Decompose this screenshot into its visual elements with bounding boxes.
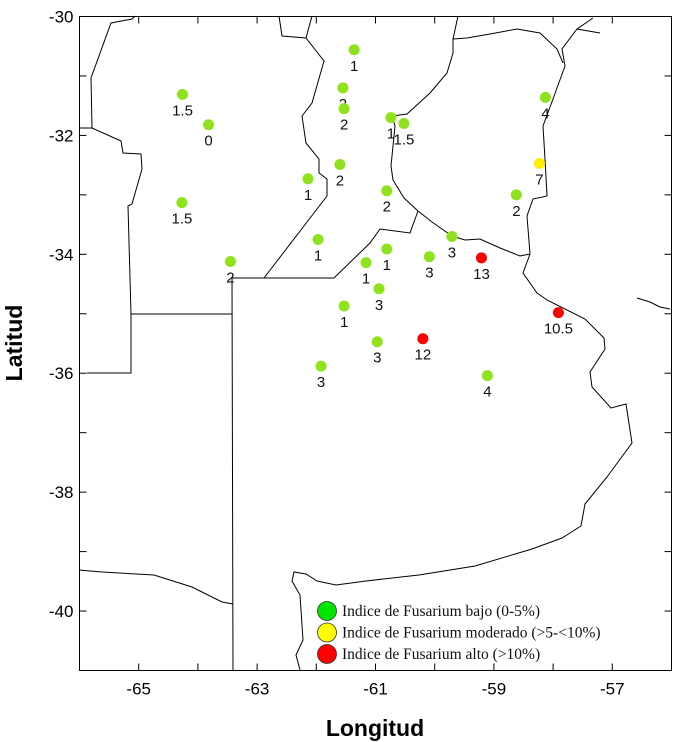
data-point-label: 12 — [415, 347, 432, 364]
data-point-label: 1.5 — [171, 211, 192, 228]
border-line — [526, 17, 594, 255]
data-point-bajo — [302, 173, 314, 185]
border-line — [390, 15, 459, 212]
data-point-bajo — [510, 189, 522, 201]
data-point-label: 1 — [350, 58, 358, 75]
data-point-label: 1 — [314, 247, 322, 264]
data-point-label: 3 — [425, 265, 433, 282]
y-tick-label: -40 — [49, 602, 74, 621]
data-point-label: 3 — [375, 297, 383, 314]
data-point-label: 2 — [383, 199, 391, 216]
data-point-label: 13 — [473, 266, 490, 283]
data-point-moderado — [533, 157, 545, 169]
data-point-bajo — [224, 255, 236, 267]
data-point-bajo — [385, 112, 397, 124]
border-line — [305, 15, 313, 39]
y-tick-label: -38 — [49, 483, 74, 502]
y-tick-label: -30 — [49, 8, 74, 27]
y-tick-label: -36 — [49, 364, 74, 383]
data-point-label: 10.5 — [544, 321, 573, 338]
data-point-label: 1.5 — [172, 102, 193, 119]
legend-swatch-bajo — [317, 601, 337, 621]
y-tick-label: -32 — [49, 126, 74, 145]
border-line — [79, 127, 143, 374]
data-point-bajo — [348, 44, 360, 56]
border-line — [636, 297, 671, 310]
data-point-label: 1 — [340, 314, 348, 331]
data-point-bajo — [446, 230, 458, 242]
x-axis-title: Longitud — [326, 715, 424, 741]
x-tick-label: -61 — [363, 680, 388, 699]
data-point-alto — [552, 307, 564, 319]
data-point-bajo — [481, 370, 493, 382]
border-line — [231, 277, 234, 671]
data-point-bajo — [539, 91, 551, 103]
data-point-bajo — [338, 103, 350, 115]
data-point-bajo — [334, 159, 346, 171]
data-point-bajo — [337, 82, 349, 94]
province-borders — [78, 15, 671, 671]
legend: Indice de Fusarium bajo (0-5%) Indice de … — [317, 601, 601, 664]
data-point-label: 2 — [226, 269, 234, 286]
data-point-label: 1 — [387, 126, 395, 143]
axis-ticks: -65 -63 -61 -59 -57 -30 -32 -34 -36 -38 -40 — [49, 8, 672, 699]
data-point-label: 2 — [340, 117, 348, 134]
data-point-alto — [475, 252, 487, 264]
border-line — [417, 210, 531, 257]
data-point-bajo — [360, 257, 372, 269]
x-tick-label: -63 — [245, 680, 270, 699]
border-line — [576, 28, 601, 34]
data-point-bajo — [423, 251, 435, 263]
legend-label-bajo: Indice de Fusarium bajo (0-5%) — [342, 603, 540, 620]
border-line — [263, 15, 328, 279]
data-point-label: 2 — [512, 203, 520, 220]
data-point-bajo — [176, 197, 188, 209]
y-tick-label: -34 — [49, 245, 74, 264]
data-point-label: 1 — [383, 257, 391, 274]
data-point-alto — [417, 333, 429, 345]
y-axis-title: Latitud — [1, 305, 27, 382]
legend-swatch-alto — [317, 644, 337, 664]
data-point-bajo — [381, 185, 393, 197]
data-point-bajo — [177, 88, 189, 100]
x-tick-label: -59 — [482, 680, 507, 699]
border-line — [78, 569, 234, 605]
border-line — [232, 210, 419, 279]
data-point-bajo — [381, 243, 393, 255]
border-line — [452, 28, 564, 64]
x-tick-label: -65 — [126, 680, 151, 699]
data-point-bajo — [373, 283, 385, 295]
data-point-label: 2 — [336, 173, 344, 190]
data-point-bajo — [338, 300, 350, 312]
legend-label-moderado: Indice de Fusarium moderado (>5-<10%) — [342, 625, 601, 642]
border-line — [90, 15, 136, 129]
border-line — [291, 253, 633, 671]
legend-swatch-moderado — [317, 622, 337, 643]
data-point-label: 1 — [362, 271, 370, 288]
data-point-label: 7 — [535, 171, 543, 188]
data-point-label: 4 — [541, 105, 549, 122]
data-point-label: 3 — [317, 374, 325, 391]
data-point-label: 1.5 — [393, 132, 414, 149]
data-point-label: 3 — [448, 244, 456, 261]
data-point-label: 1 — [304, 187, 312, 204]
data-point-bajo — [371, 336, 383, 348]
data-point-bajo — [398, 118, 410, 130]
legend-label-alto: Indice de Fusarium alto (>10%) — [342, 646, 540, 663]
data-point-label: 4 — [483, 384, 491, 401]
data-point-label: 3 — [373, 350, 381, 367]
data-point-bajo — [312, 233, 324, 245]
x-tick-label: -57 — [600, 680, 625, 699]
data-point-bajo — [203, 119, 215, 131]
data-point-label: 0 — [204, 133, 212, 150]
data-point-bajo — [315, 360, 327, 372]
